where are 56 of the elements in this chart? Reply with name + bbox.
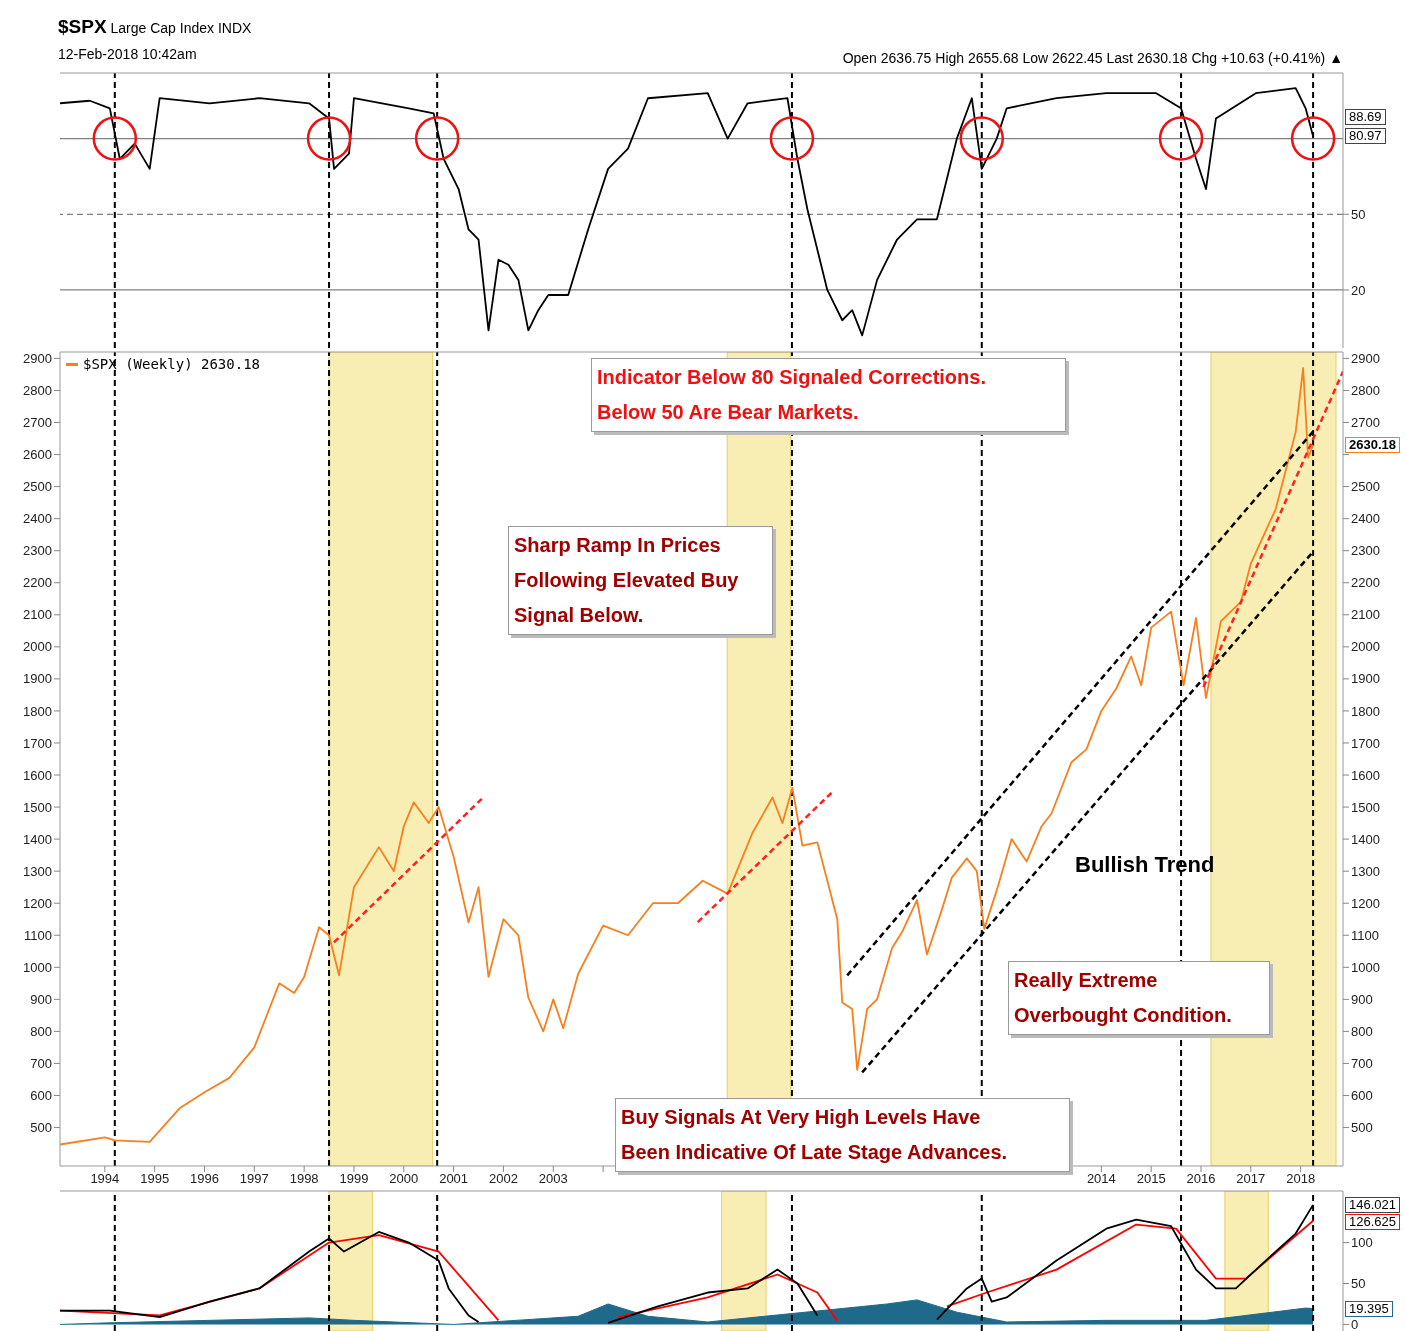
x-tick-label: 1994: [90, 1171, 120, 1187]
y-tick-label: 1100: [24, 927, 52, 943]
x-tick-label: 2001: [439, 1171, 469, 1187]
y-tick-label: 1900: [23, 671, 52, 687]
y-tick-label: 2900: [23, 351, 52, 367]
x-tick-label: 2014: [1086, 1171, 1116, 1187]
x-tick-label: 2002: [488, 1171, 518, 1187]
y-tick-label: 2300: [23, 543, 52, 559]
y-tick-label: 600: [30, 1088, 52, 1104]
y-tick-label: 20: [1351, 282, 1366, 298]
y-tick-label: 50: [1351, 1276, 1366, 1292]
text: 88.69: [1345, 109, 1386, 125]
x-tick-label: 2003: [538, 1171, 568, 1187]
y-tick-label: 2100: [23, 607, 52, 623]
y-tick-label: 2800: [23, 383, 52, 399]
y-tick-label: 1700: [23, 735, 52, 751]
chart-subtitle: 12-Feb-2018 10:42am: [58, 46, 197, 62]
y-tick-label: 1500: [23, 799, 52, 815]
y-tick-label: 800: [30, 1024, 52, 1040]
x-tick-label: 2017: [1236, 1171, 1266, 1187]
y-tick-label: 2500: [23, 479, 52, 495]
y-tick-label: 100: [1351, 1235, 1373, 1251]
x-tick-label: 1999: [339, 1171, 369, 1187]
y-tick-label: 1400: [23, 831, 52, 847]
text: 2630.18: [1345, 437, 1400, 453]
y-tick-label: 2000: [23, 639, 52, 655]
x-tick-label: 2018: [1286, 1171, 1316, 1187]
text: 19.395: [1345, 1301, 1393, 1317]
x-tick-label: 1995: [140, 1171, 170, 1187]
text: 146.021: [1345, 1197, 1400, 1213]
y-tick-label: 900: [30, 991, 52, 1007]
y-tick-label: 1600: [23, 767, 52, 783]
y-tick-label: 500: [30, 1120, 52, 1136]
y-tick-label: 0: [1351, 1317, 1359, 1331]
y-tick-label: 2600: [23, 447, 52, 463]
annotation: Bullish Trend: [1075, 851, 1215, 879]
y-tick-label: 2200: [23, 575, 52, 591]
x-tick-label: 1998: [289, 1171, 319, 1187]
x-tick-label: 2016: [1186, 1171, 1216, 1187]
x-tick-label: 2000: [389, 1171, 419, 1187]
y-tick-label: 1300: [23, 863, 52, 879]
y-tick-label: 700: [30, 1056, 52, 1072]
y-tick-label: 2400: [23, 511, 52, 527]
y-tick-label: 1000: [23, 959, 52, 975]
y-tick-label: 1200: [23, 895, 52, 911]
y-tick-label: 1800: [23, 703, 52, 719]
x-tick-label: 1996: [190, 1171, 219, 1187]
x-tick-label: 2015: [1136, 1171, 1166, 1187]
text: Open 2636.75 High 2655.68 Low 2622.45 Last 2630.18 Chg +10.63 (+0.41%) ▲: [842, 49, 1343, 68]
y-tick-label: 50: [1351, 206, 1366, 222]
x-tick-label: 1997: [239, 1171, 269, 1187]
chart-title: $SPX Large Cap Index INDX: [58, 16, 252, 38]
text: 80.97: [1345, 128, 1386, 144]
legend-label: $SPX (Weekly) 2630.18: [82, 356, 261, 372]
text: 126.625: [1345, 1214, 1400, 1230]
y-tick-label: 2700: [23, 415, 52, 431]
